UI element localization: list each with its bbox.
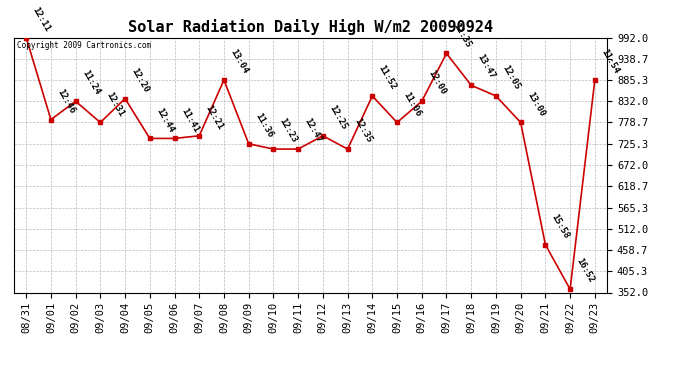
Text: 15:58: 15:58 <box>550 212 571 240</box>
Text: 16:52: 16:52 <box>575 257 595 285</box>
Text: 12:46: 12:46 <box>55 87 77 115</box>
Text: 12:35: 12:35 <box>451 21 472 49</box>
Text: 11:52: 11:52 <box>377 64 398 92</box>
Text: 12:35: 12:35 <box>352 117 373 144</box>
Text: 11:36: 11:36 <box>253 111 275 139</box>
Text: 12:44: 12:44 <box>155 106 175 134</box>
Text: 11:54: 11:54 <box>600 48 620 75</box>
Text: Copyright 2009 Cartronics.com: Copyright 2009 Cartronics.com <box>17 41 151 50</box>
Text: 11:41: 11:41 <box>179 106 200 134</box>
Title: Solar Radiation Daily High W/m2 20090924: Solar Radiation Daily High W/m2 20090924 <box>128 19 493 35</box>
Text: 12:21: 12:21 <box>204 104 225 131</box>
Text: 12:05: 12:05 <box>500 64 522 92</box>
Text: 12:31: 12:31 <box>105 90 126 118</box>
Text: 12:00: 12:00 <box>426 69 447 97</box>
Text: 12:25: 12:25 <box>327 104 348 131</box>
Text: 11:24: 11:24 <box>80 69 101 97</box>
Text: 12:20: 12:20 <box>130 66 150 94</box>
Text: 11:06: 11:06 <box>402 90 423 118</box>
Text: 12:47: 12:47 <box>303 117 324 144</box>
Text: 12:23: 12:23 <box>278 117 299 144</box>
Text: 12:11: 12:11 <box>30 5 52 33</box>
Text: 13:00: 13:00 <box>525 90 546 118</box>
Text: 13:04: 13:04 <box>228 48 250 75</box>
Text: 13:47: 13:47 <box>475 53 497 81</box>
